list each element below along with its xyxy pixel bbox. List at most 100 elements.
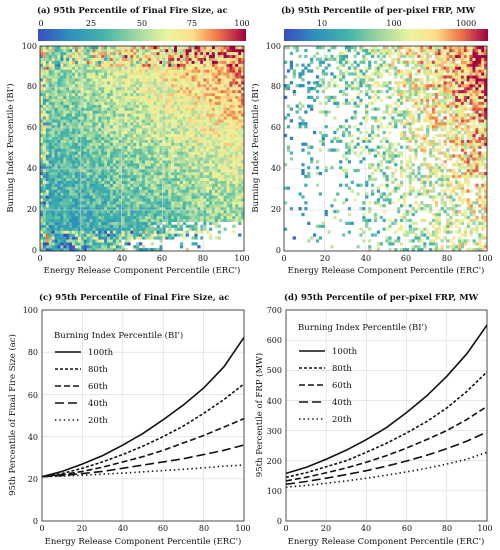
heatmap-cell bbox=[92, 125, 96, 129]
heatmap-cell bbox=[197, 192, 201, 196]
heatmap-cell bbox=[74, 183, 79, 187]
heatmap-cell bbox=[124, 148, 128, 152]
heatmap-cell bbox=[98, 198, 102, 202]
heatmap-cell bbox=[60, 92, 64, 97]
heatmap-cell bbox=[206, 215, 210, 220]
heatmap-cell bbox=[42, 51, 47, 56]
heatmap-cell bbox=[66, 236, 70, 240]
heatmap-cell bbox=[107, 245, 111, 249]
heatmap-cell bbox=[104, 239, 108, 243]
heatmap-cell bbox=[150, 113, 154, 117]
heatmap-cell bbox=[95, 148, 99, 152]
heatmap-cell bbox=[127, 204, 131, 208]
heatmap-cell bbox=[194, 51, 198, 56]
heatmap-cell bbox=[159, 75, 163, 79]
heatmap-cell bbox=[182, 201, 187, 205]
heatmap-cell bbox=[136, 89, 140, 94]
heatmap-cell bbox=[174, 57, 178, 61]
heatmap-cell bbox=[63, 95, 67, 100]
heatmap-cell bbox=[200, 157, 204, 161]
heatmap-cell bbox=[144, 101, 149, 105]
heatmap-cell bbox=[191, 183, 195, 187]
heatmap-cell bbox=[241, 210, 245, 214]
heatmap-cell bbox=[235, 201, 239, 205]
heatmap-cell bbox=[115, 233, 119, 237]
heatmap-cell bbox=[200, 154, 204, 158]
panel-a-xtick: 60 bbox=[157, 254, 167, 263]
heatmap-cell bbox=[104, 227, 108, 231]
heatmap-cell bbox=[206, 204, 210, 208]
heatmap-cell bbox=[89, 81, 93, 85]
heatmap-cell bbox=[112, 72, 117, 76]
heatmap-cell bbox=[115, 192, 119, 196]
heatmap-cell bbox=[211, 215, 216, 220]
heatmap-cell bbox=[45, 139, 50, 143]
heatmap-cell bbox=[223, 101, 227, 105]
heatmap-cell bbox=[327, 110, 331, 114]
heatmap-cell bbox=[324, 110, 328, 114]
heatmap-cell bbox=[344, 92, 349, 97]
heatmap-cell bbox=[188, 154, 192, 158]
heatmap-cell bbox=[48, 104, 52, 108]
heatmap-cell bbox=[98, 63, 102, 67]
heatmap-cell bbox=[318, 78, 322, 82]
heatmap-cell bbox=[144, 195, 149, 199]
heatmap-cell bbox=[150, 69, 154, 73]
heatmap-cell bbox=[292, 89, 296, 94]
heatmap-cell bbox=[72, 48, 76, 53]
heatmap-cell bbox=[51, 151, 55, 155]
heatmap-cell bbox=[159, 87, 163, 91]
heatmap-cell bbox=[174, 207, 178, 211]
heatmap-cell bbox=[72, 189, 76, 193]
heatmap-cell bbox=[159, 133, 163, 138]
heatmap-cell bbox=[95, 63, 99, 67]
heatmap-cell bbox=[48, 51, 52, 56]
heatmap-cell bbox=[159, 69, 163, 73]
heatmap-cell bbox=[124, 154, 128, 158]
heatmap-cell bbox=[150, 171, 154, 176]
heatmap-cell bbox=[214, 180, 219, 184]
heatmap-cell bbox=[118, 48, 122, 53]
heatmap-cell bbox=[130, 110, 134, 114]
heatmap-cell bbox=[200, 78, 204, 82]
heatmap-cell bbox=[74, 171, 79, 176]
heatmap-cell bbox=[220, 177, 224, 182]
heatmap-cell bbox=[226, 139, 230, 143]
heatmap-cell bbox=[159, 104, 163, 108]
heatmap-cell bbox=[127, 207, 131, 211]
heatmap-cell bbox=[179, 171, 184, 176]
heatmap-cell bbox=[223, 89, 227, 94]
heatmap-cell bbox=[321, 142, 325, 146]
heatmap-cell bbox=[144, 142, 149, 146]
heatmap-cell bbox=[188, 101, 192, 105]
heatmap-cell bbox=[238, 136, 242, 141]
heatmap-cell bbox=[211, 221, 216, 225]
heatmap-cell bbox=[127, 136, 131, 141]
heatmap-cell bbox=[209, 171, 213, 176]
heatmap-cell bbox=[217, 101, 221, 105]
heatmap-cell bbox=[165, 125, 169, 129]
heatmap-cell bbox=[139, 107, 143, 111]
heatmap-cell bbox=[54, 46, 58, 50]
heatmap-cell bbox=[200, 84, 204, 88]
heatmap-cell bbox=[89, 113, 93, 117]
heatmap-cell bbox=[142, 163, 146, 167]
heatmap-cell bbox=[165, 122, 169, 126]
heatmap-cell bbox=[112, 186, 117, 190]
heatmap-cell bbox=[133, 89, 137, 94]
heatmap-cell bbox=[200, 186, 204, 190]
heatmap-cell bbox=[42, 145, 47, 149]
heatmap-cell bbox=[220, 207, 224, 211]
heatmap-cell bbox=[203, 54, 207, 59]
heatmap-cell bbox=[115, 75, 119, 79]
heatmap-cell bbox=[188, 98, 192, 102]
heatmap-cell bbox=[107, 110, 111, 114]
heatmap-cell bbox=[45, 142, 50, 146]
heatmap-cell bbox=[45, 248, 50, 252]
heatmap-cell bbox=[318, 57, 322, 61]
heatmap-cell bbox=[344, 87, 349, 91]
heatmap-cell bbox=[211, 89, 216, 94]
heatmap-cell bbox=[238, 177, 242, 182]
heatmap-cell bbox=[86, 174, 90, 179]
heatmap-cell bbox=[121, 51, 125, 56]
